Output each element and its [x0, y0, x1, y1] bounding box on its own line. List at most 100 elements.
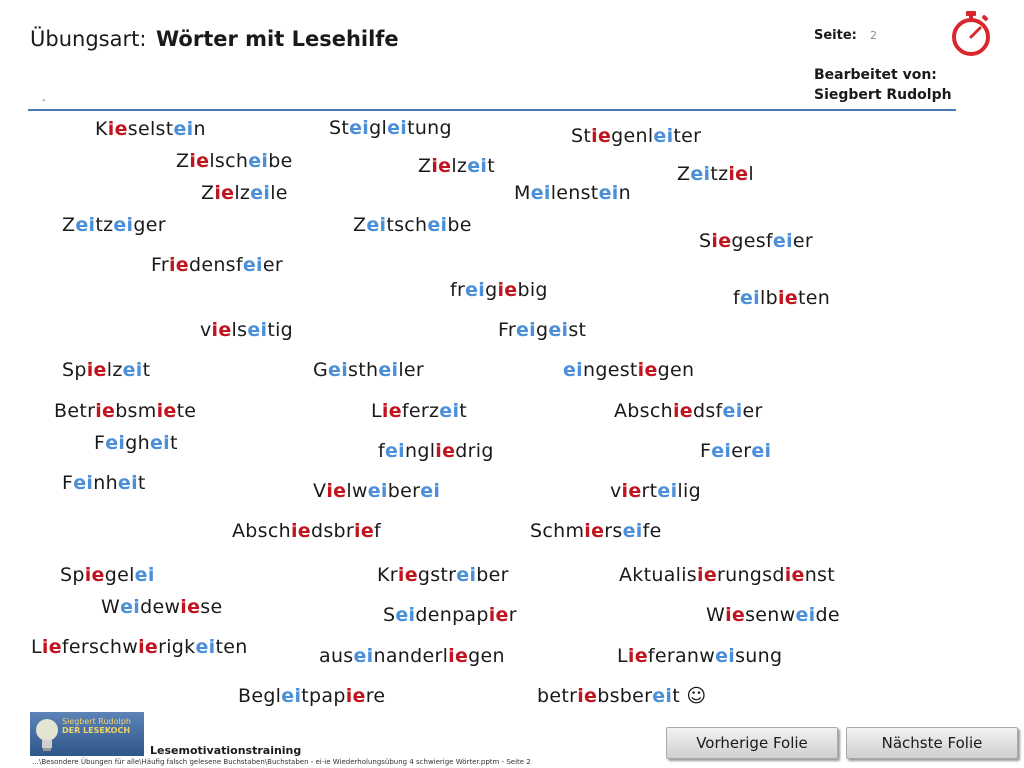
previous-slide-button[interactable]: Vorherige Folie — [666, 727, 838, 759]
ie-highlight: ie — [189, 150, 210, 172]
word-fragment: L — [617, 645, 628, 667]
word-fragment: ngest — [583, 359, 638, 381]
word-fragment: selst — [127, 118, 174, 140]
ei-highlight: ei — [120, 596, 141, 618]
word-fragment: Fr — [151, 254, 169, 276]
ie-highlight: ie — [156, 400, 177, 422]
word-fragment: rt — [641, 480, 658, 502]
ie-highlight: ie — [431, 155, 452, 177]
ie-highlight: ie — [672, 400, 693, 422]
word-fragment: lz — [106, 359, 123, 381]
ie-highlight: ie — [725, 604, 746, 626]
word-17: Spielzeit — [62, 359, 150, 381]
word-fragment: Aktualis — [619, 564, 697, 586]
ei-highlight: ei — [530, 182, 551, 204]
ie-highlight: ie — [180, 596, 201, 618]
ie-highlight: ie — [711, 230, 732, 252]
ie-highlight: ie — [728, 163, 749, 185]
editor-label: Bearbeitet von: — [814, 67, 937, 83]
ie-highlight: ie — [584, 520, 605, 542]
word-fragment: big — [517, 279, 548, 301]
ei-highlight: ei — [622, 520, 643, 542]
word-fragment: t — [142, 359, 151, 381]
word-fragment: sth — [348, 359, 379, 381]
word-fragment: denpap — [415, 604, 489, 626]
word-fragment: be — [268, 150, 293, 172]
word-fragment: S — [383, 604, 396, 626]
word-21: Lieferzeit — [371, 400, 467, 422]
ei-highlight: ei — [75, 214, 96, 236]
ie-highlight: ie — [435, 440, 456, 462]
word-fragment: fr — [450, 279, 466, 301]
ie-highlight: ie — [697, 564, 717, 586]
ie-highlight: ie — [345, 685, 366, 707]
word-35: Seidenpapier — [383, 604, 517, 626]
ie-highlight: ie — [621, 480, 642, 502]
page-number: 2 — [870, 29, 877, 42]
ie-highlight: ie — [354, 520, 374, 542]
word-38: auseinanderliegen — [319, 645, 505, 667]
ei-highlight: ei — [467, 155, 488, 177]
ie-highlight: ie — [637, 359, 658, 381]
word-20: Betriebsmiete — [54, 400, 196, 422]
word-fragment: gstr — [417, 564, 457, 586]
word-fragment: ls — [231, 319, 248, 341]
word-22: Abschiedsfeier — [614, 400, 763, 422]
word-4: Zielscheibe — [176, 150, 293, 172]
ei-highlight: ei — [367, 480, 388, 502]
word-2: Steigleitung — [329, 117, 452, 139]
word-fragment: rs — [604, 520, 623, 542]
ei-highlight: ei — [353, 645, 374, 667]
word-fragment: v — [610, 480, 622, 502]
logo-text: Siegbert Rudolph DER LESEKOCH — [62, 717, 142, 735]
word-37: Lieferschwierigkeiten — [31, 636, 248, 658]
word-fragment: drig — [455, 440, 494, 462]
word-fragment: nst — [804, 564, 836, 586]
word-fragment: er — [742, 400, 763, 422]
word-fragment: n — [618, 182, 631, 204]
word-fragment: Z — [201, 182, 215, 204]
header-dash: - — [42, 95, 46, 106]
ie-highlight: ie — [627, 645, 648, 667]
ei-highlight: ei — [242, 254, 263, 276]
word-fragment: ger — [133, 214, 166, 236]
ei-highlight: ei — [385, 440, 405, 462]
word-26: Feinheit — [62, 472, 146, 494]
ei-highlight: ei — [281, 685, 302, 707]
ei-highlight: ei — [715, 645, 736, 667]
word-fragment: lw — [346, 480, 368, 502]
word-fragment: f — [374, 520, 381, 542]
word-8: Meilenstein — [514, 182, 631, 204]
word-15: vielseitig — [200, 319, 293, 341]
ei-highlight: ei — [456, 564, 477, 586]
word-fragment: gen — [657, 359, 695, 381]
word-28: vierteilig — [610, 480, 701, 502]
ie-highlight: ie — [138, 636, 159, 658]
word-fragment: lenst — [550, 182, 599, 204]
word-19: eingestiegen — [563, 359, 694, 381]
word-fragment: lsch — [209, 150, 249, 172]
ie-highlight: ie — [290, 520, 311, 542]
word-fragment: gl — [369, 117, 388, 139]
word-fragment: Kr — [377, 564, 398, 586]
word-23: Feigheit — [94, 432, 178, 454]
word-fragment: ten — [797, 287, 831, 309]
ie-highlight: ie — [591, 125, 612, 147]
word-18: Geistheiler — [313, 359, 424, 381]
word-fragment: S — [699, 230, 712, 252]
word-11: Siegesfeier — [699, 230, 813, 252]
ei-highlight: ei — [173, 118, 194, 140]
word-fragment: tpap — [301, 685, 346, 707]
word-7: Zielzeile — [201, 182, 288, 204]
word-fragment: gel — [104, 564, 135, 586]
stopwatch-icon[interactable] — [946, 8, 996, 58]
ei-highlight: ei — [439, 400, 460, 422]
word-fragment: t — [487, 155, 495, 177]
word-fragment: Absch — [614, 400, 673, 422]
word-fragment: ber — [387, 480, 421, 502]
next-slide-button[interactable]: Nächste Folie — [846, 727, 1018, 759]
word-fragment: lz — [234, 182, 251, 204]
word-fragment: F — [94, 432, 106, 454]
ei-highlight: ei — [149, 432, 170, 454]
word-fragment: gh — [125, 432, 150, 454]
